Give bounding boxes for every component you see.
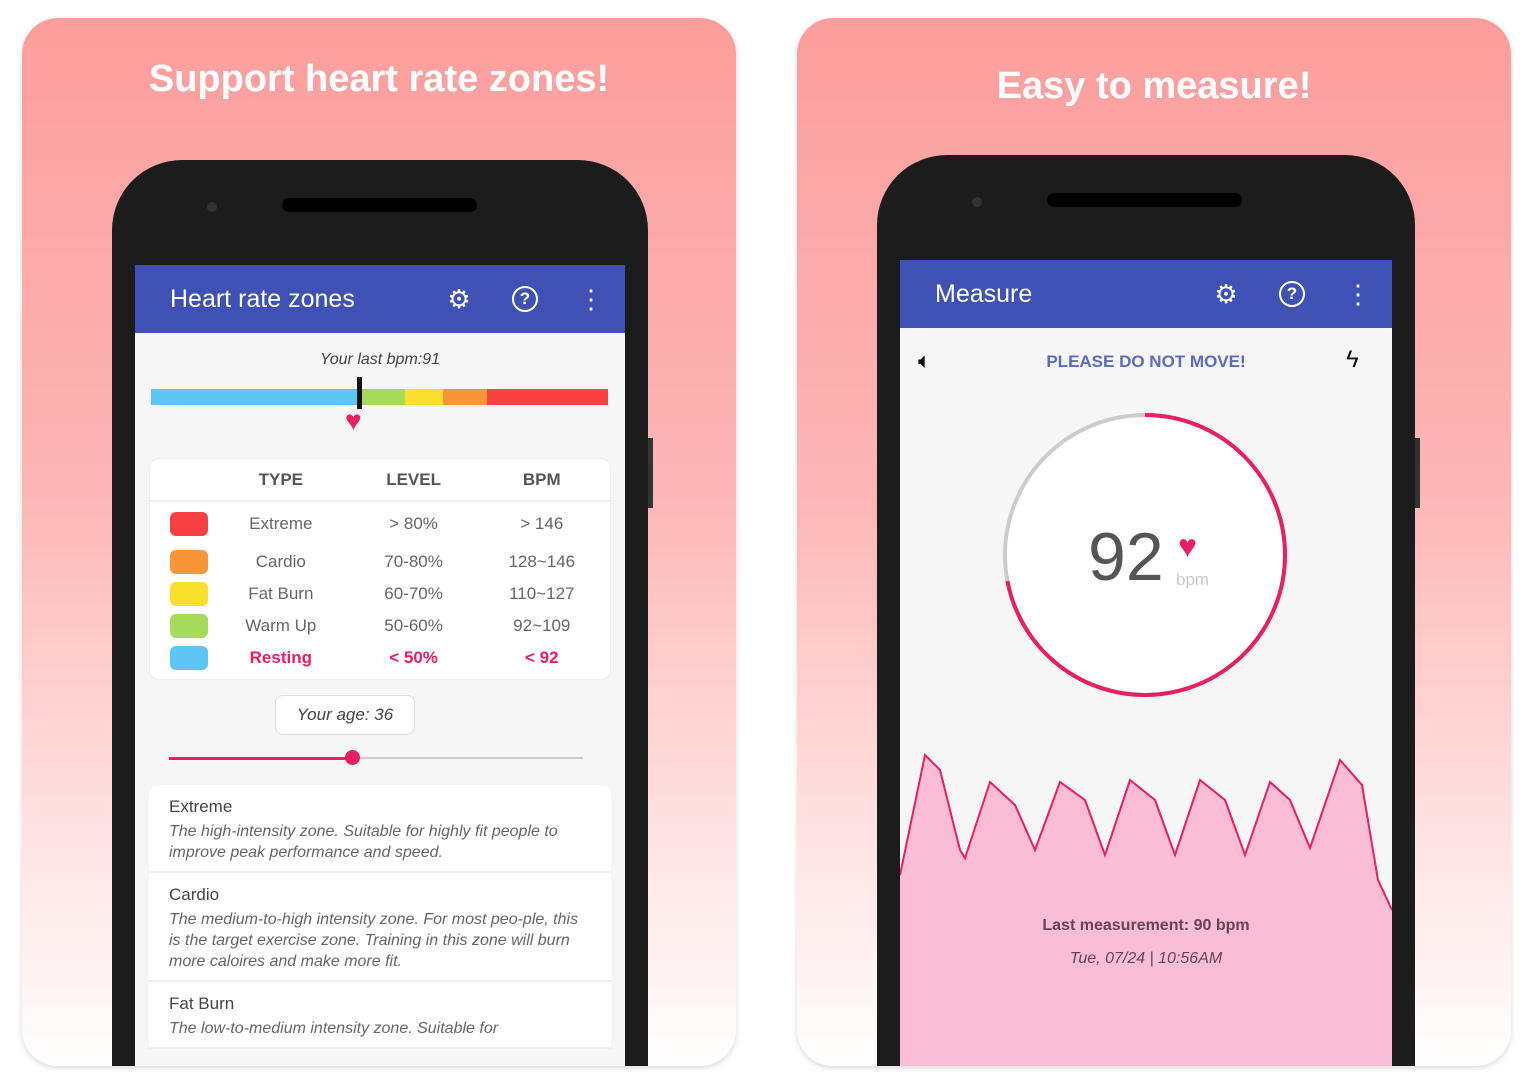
zone-level: 60-70% xyxy=(384,584,443,603)
description-title: Cardio xyxy=(169,885,220,904)
description-title: Extreme xyxy=(169,797,233,816)
app-title: Measure xyxy=(935,279,1033,308)
zone-description: Cardio The medium-to-high intensity zone.… xyxy=(149,873,611,982)
zone-description: Extreme The high-intensity zone. Suitable… xyxy=(149,785,611,873)
col-level: LEVEL xyxy=(386,469,441,489)
zone-type: Fat Burn xyxy=(248,584,314,603)
zone-bpm: > 146 xyxy=(520,514,564,533)
zone-color-swatch xyxy=(170,614,208,638)
zone-segment xyxy=(361,389,405,405)
zone-segment xyxy=(151,389,362,405)
phone-side-button xyxy=(1415,438,1420,508)
zone-level: > 80% xyxy=(389,514,438,533)
speaker xyxy=(1047,193,1242,207)
zone-bar xyxy=(151,389,608,405)
last-bpm-label: Your last bpm:91 xyxy=(319,351,441,368)
zone-segment xyxy=(404,389,444,405)
zone-bpm: 110~127 xyxy=(509,584,575,603)
zone-color-swatch xyxy=(170,582,208,606)
bpm-unit: bpm xyxy=(1176,570,1210,589)
zone-bpm: 128~146 xyxy=(508,552,576,571)
zone-bpm: 92~109 xyxy=(513,616,571,635)
ring-progress xyxy=(1003,413,1287,697)
zones-table: TYPE LEVEL BPM Extreme > 80% > 146 Cardi… xyxy=(150,459,610,674)
zone-level: 70-80% xyxy=(384,552,443,571)
col-type: TYPE xyxy=(258,469,304,489)
phone-frame: Heart rate zones ⚙ ? ⋮ Your last bpm:91 … xyxy=(112,160,648,1066)
zone-color-swatch xyxy=(170,646,208,670)
zone-color-swatch xyxy=(170,550,208,574)
age-slider[interactable] xyxy=(169,750,583,765)
zone-bpm: < 92 xyxy=(525,648,559,667)
app-title: Heart rate zones xyxy=(170,284,355,313)
description-text: The medium-to-high intensity zone. For m… xyxy=(169,911,579,970)
zone-row: Resting < 50% < 92 xyxy=(150,642,610,674)
app-bar: Heart rate zones ⚙ ? ⋮ xyxy=(135,265,625,333)
more-vert-icon[interactable]: ⋮ xyxy=(578,283,604,314)
zones-table-card: TYPE LEVEL BPM Extreme > 80% > 146 Cardi… xyxy=(149,458,611,680)
zone-row: Fat Burn 60-70% 110~127 xyxy=(150,578,610,610)
zone-segment xyxy=(443,389,487,405)
last-measurement: Last measurement: 90 bpm xyxy=(1042,917,1250,934)
age-label: Your age: 36 xyxy=(275,695,415,735)
description-title: Fat Burn xyxy=(169,994,235,1013)
zone-type: Warm Up xyxy=(245,616,317,635)
phone-side-button xyxy=(648,438,653,508)
more-vert-icon[interactable]: ⋮ xyxy=(1345,278,1371,309)
zone-level: < 50% xyxy=(389,648,438,667)
zone-color-swatch xyxy=(170,512,208,536)
waveform-line xyxy=(900,752,1392,911)
app-bar: Measure ⚙ ? ⋮ xyxy=(900,260,1392,328)
flash-icon[interactable]: ϟ xyxy=(1346,346,1359,373)
zone-marker xyxy=(357,377,362,409)
zone-description: Fat Burn The low-to-medium intensity zone… xyxy=(149,982,611,1049)
age-slider-thumb[interactable] xyxy=(345,750,360,765)
help-icon[interactable]: ? xyxy=(509,283,541,315)
heart-icon: ♥ xyxy=(1178,528,1197,564)
zone-segment xyxy=(486,389,608,405)
camera xyxy=(207,202,217,212)
zone-level: 50-60% xyxy=(384,616,443,635)
description-text: The low-to-medium intensity zone. Suitab… xyxy=(169,1020,499,1037)
promo-title: Easy to measure! xyxy=(996,65,1312,107)
ring-background xyxy=(1005,415,1285,695)
gear-icon[interactable]: ⚙ xyxy=(447,283,471,314)
sound-icon[interactable]: 🔈︎ xyxy=(918,348,932,373)
zone-row: Extreme > 80% > 146 xyxy=(150,501,610,546)
zone-row: Warm Up 50-60% 92~109 xyxy=(150,610,610,642)
zone-row: Cardio 70-80% 128~146 xyxy=(150,546,610,578)
screen: Heart rate zones ⚙ ? ⋮ Your last bpm:91 … xyxy=(135,265,625,1066)
description-text: The high-intensity zone. Suitable for hi… xyxy=(169,823,558,861)
pulse-waveform xyxy=(900,752,1392,1066)
heart-icon: ♥ xyxy=(345,405,362,436)
speaker xyxy=(282,198,477,212)
col-bpm: BPM xyxy=(522,469,561,489)
last-time: Tue, 07/24 | 10:56AM xyxy=(1069,950,1223,967)
screen: Measure ⚙ ? ⋮ 🔈︎ PLEASE DO NOT MOVE! ϟ 9… xyxy=(900,260,1392,1066)
bpm-value: 92 xyxy=(1088,519,1164,595)
zone-type: Cardio xyxy=(255,552,306,571)
camera xyxy=(972,197,982,207)
promo-card-measure: Easy to measure! Measure ⚙ ? ⋮ 🔈︎ PLEASE… xyxy=(797,18,1511,1066)
notice-text: PLEASE DO NOT MOVE! xyxy=(1046,352,1246,371)
promo-title: Support heart rate zones! xyxy=(148,58,610,100)
progress-ring xyxy=(1003,413,1287,697)
help-icon[interactable]: ? xyxy=(1276,278,1308,310)
zone-type: Extreme xyxy=(249,514,313,533)
phone-frame: Measure ⚙ ? ⋮ 🔈︎ PLEASE DO NOT MOVE! ϟ 9… xyxy=(877,155,1415,1066)
promo-card-zones: Support heart rate zones! Heart rate zon… xyxy=(22,18,736,1066)
gear-icon[interactable]: ⚙ xyxy=(1214,278,1238,309)
zone-type: Resting xyxy=(249,648,312,667)
zone-descriptions: Extreme The high-intensity zone. Suitable… xyxy=(149,785,611,1049)
waveform-area xyxy=(900,755,1392,1066)
